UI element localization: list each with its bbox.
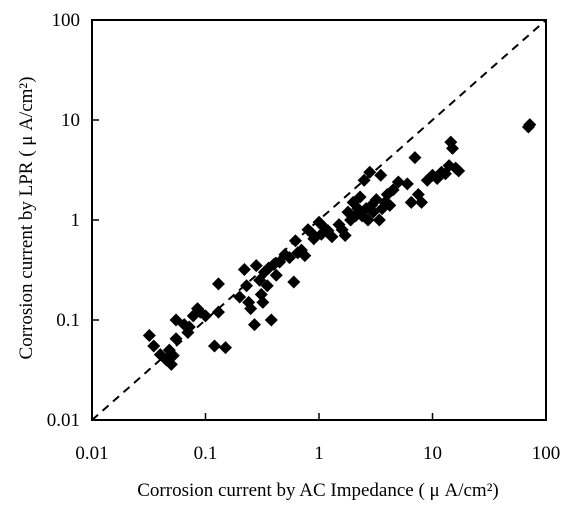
data-point (400, 177, 414, 191)
data-point (147, 339, 161, 353)
data-point (298, 249, 312, 263)
data-point (264, 313, 278, 327)
data-point (283, 251, 297, 265)
data-point (325, 230, 339, 244)
data-point (386, 183, 400, 197)
data-point (372, 213, 386, 227)
data-points (142, 118, 537, 371)
data-point (164, 357, 178, 371)
data-point (391, 175, 405, 189)
reference-line (91, 19, 547, 421)
data-point (233, 290, 247, 304)
x-tick-label: 0.1 (194, 443, 218, 464)
x-tick-label: 1 (314, 443, 324, 464)
y-tick-label: 0.01 (47, 410, 80, 431)
data-point (374, 168, 388, 182)
data-point (361, 213, 375, 227)
data-point (247, 318, 261, 332)
data-point (452, 164, 466, 178)
data-point (415, 195, 429, 209)
x-tick-label: 100 (532, 443, 561, 464)
x-axis-label: Corrosion current by AC Impedance ( μ A/… (137, 480, 498, 501)
data-point (338, 228, 352, 242)
data-point (240, 279, 254, 293)
data-point (383, 198, 397, 212)
data-point (404, 195, 418, 209)
data-point (363, 165, 377, 179)
data-point (211, 305, 225, 319)
data-point (408, 151, 422, 165)
data-point (445, 141, 459, 155)
data-point (142, 328, 156, 342)
y-tick-label: 10 (61, 110, 80, 131)
data-point (269, 268, 283, 282)
y-axis-label: Corrosion current by LPR ( μ A/cm²) (16, 77, 37, 360)
x-tick-label: 10 (423, 443, 442, 464)
data-point (523, 118, 537, 132)
y-tick-label: 100 (52, 10, 81, 31)
data-point (256, 295, 270, 309)
y-axis-ticks: 0.01 0.1 1 10 100 (47, 10, 99, 431)
data-point (249, 259, 263, 273)
x-axis-ticks: 0.01 0.1 1 10 100 (75, 413, 560, 464)
data-point (287, 275, 301, 289)
data-point (199, 309, 212, 323)
data-point (207, 339, 221, 353)
data-point (260, 279, 274, 293)
data-point (353, 190, 367, 204)
data-point (237, 262, 251, 276)
data-point (218, 341, 232, 355)
data-point (182, 320, 196, 334)
y-tick-label: 1 (71, 210, 81, 231)
data-point (244, 302, 258, 316)
data-point (211, 277, 225, 291)
y-tick-label: 0.1 (56, 310, 80, 331)
x-tick-label: 0.01 (75, 443, 108, 464)
